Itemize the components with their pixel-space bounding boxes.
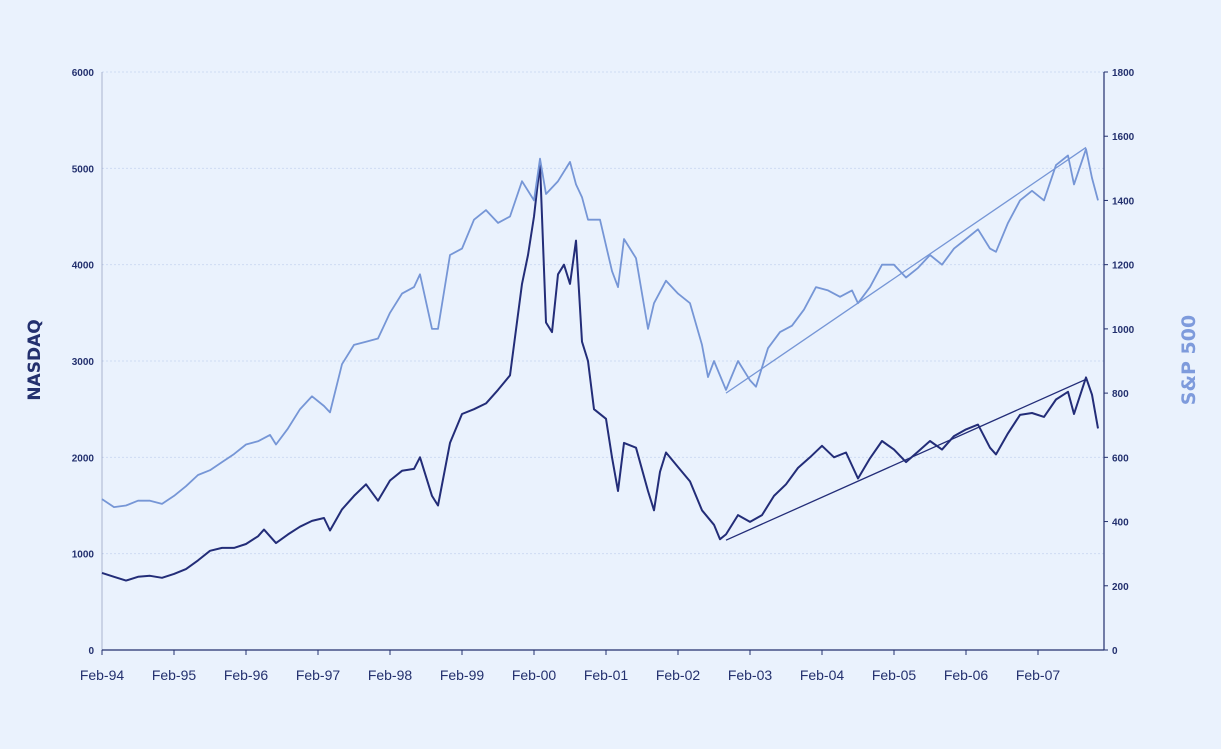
left-y-tick-label: 5000 <box>72 164 95 175</box>
right-y-tick-label: 1200 <box>1112 261 1135 272</box>
x-tick-label: Feb-96 <box>224 667 269 683</box>
left-y-tick-label: 2000 <box>72 453 95 464</box>
right-axis-label: S&P 500 <box>1178 315 1200 405</box>
left-y-tick-label: 3000 <box>72 357 95 368</box>
tick-labels: 0 1000 2000 3000 4000 5000 6000 0 200 400 600 800 10… <box>72 68 1135 683</box>
right-y-tick-label: 0 <box>1112 646 1118 657</box>
nasdaq-trendline <box>725 378 1087 541</box>
left-y-tick-label: 6000 <box>72 68 95 79</box>
nasdaq-series-line <box>101 162 1099 582</box>
x-tick-label: Feb-07 <box>1016 667 1061 683</box>
trendlines <box>725 146 1087 541</box>
right-y-tick-label: 400 <box>1112 518 1129 529</box>
x-tick-label: Feb-97 <box>296 667 341 683</box>
x-tick-label: Feb-94 <box>80 667 125 683</box>
left-y-tick-label: 0 <box>88 646 94 657</box>
x-tick-label: Feb-01 <box>584 667 629 683</box>
sp500-trendline <box>725 146 1087 394</box>
right-y-tick-label: 800 <box>1112 389 1129 400</box>
right-y-tick-label: 200 <box>1112 582 1129 593</box>
axes <box>101 72 1105 651</box>
x-tick-label: Feb-98 <box>368 667 413 683</box>
left-y-tick-label: 1000 <box>72 550 95 561</box>
right-y-tick-label: 1400 <box>1112 196 1135 207</box>
sp500-series-line <box>101 148 1099 509</box>
x-tick-label: Feb-99 <box>440 667 485 683</box>
right-y-tick-label: 1000 <box>1112 325 1135 336</box>
left-y-tick-label: 4000 <box>72 261 95 272</box>
x-tick-label: Feb-95 <box>152 667 197 683</box>
right-y-tick-label: 1600 <box>1112 132 1135 143</box>
x-tick-label: Feb-03 <box>728 667 773 683</box>
series-lines <box>101 148 1099 582</box>
gridlines <box>102 71 1104 555</box>
x-tick-label: Feb-02 <box>656 667 701 683</box>
left-axis-label: NASDAQ <box>25 319 45 400</box>
x-tick-label: Feb-05 <box>872 667 917 683</box>
right-y-tick-label: 1800 <box>1112 68 1135 79</box>
x-tick-label: Feb-00 <box>512 667 557 683</box>
x-tick-label: Feb-04 <box>800 667 845 683</box>
right-y-tick-label: 600 <box>1112 453 1129 464</box>
x-tick-label: Feb-06 <box>944 667 989 683</box>
